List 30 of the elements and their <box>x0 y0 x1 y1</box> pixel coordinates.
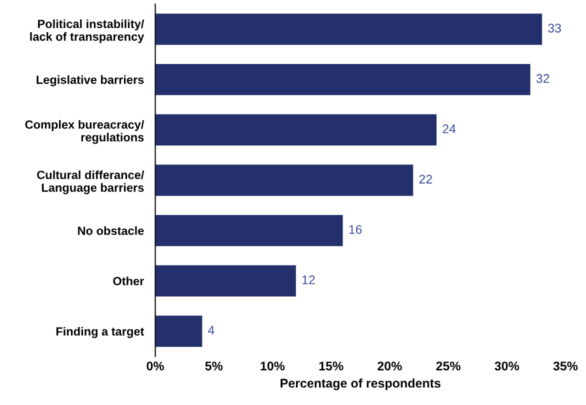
data-label: 24 <box>442 124 456 134</box>
x-tick-label: 25% <box>436 362 460 370</box>
bar <box>155 14 542 45</box>
data-label: 32 <box>536 74 550 83</box>
data-label: 33 <box>548 24 561 33</box>
x-tick-label: 30% <box>494 362 520 370</box>
y-tick-label: Finding a target <box>56 326 144 338</box>
x-tick-label: 20% <box>378 362 402 370</box>
x-axis-title: Percentage of respondents <box>280 378 440 390</box>
y-tick-label: Cultural differance/ Language barriers <box>37 170 144 194</box>
y-tick-label: Other <box>113 276 144 286</box>
bar <box>155 114 437 146</box>
bar <box>155 316 202 347</box>
data-label: 22 <box>419 174 432 184</box>
bar <box>155 164 414 196</box>
bar <box>155 214 343 246</box>
bar <box>155 265 296 296</box>
data-label: 4 <box>208 326 214 334</box>
x-tick-label: 15% <box>319 362 344 370</box>
data-label: 16 <box>349 225 362 234</box>
data-label: 12 <box>302 275 315 284</box>
bar <box>155 64 530 96</box>
y-tick-label: Legislative barriers <box>36 75 144 86</box>
x-tick-label: 35% <box>553 362 578 370</box>
x-tick-label: 5% <box>205 362 223 370</box>
x-tick-label: 10% <box>260 362 285 370</box>
y-tick-label: Political instability/ lack of transparency <box>30 19 144 44</box>
y-tick-label: No obstacle <box>78 226 144 235</box>
x-tick-label: 0% <box>146 362 164 370</box>
y-tick-label: Complex bureacracy/ regulations <box>25 120 144 144</box>
